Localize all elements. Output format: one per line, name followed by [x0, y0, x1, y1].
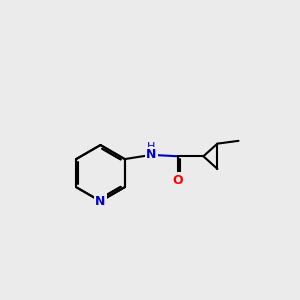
Text: N: N [95, 195, 106, 208]
Text: N: N [146, 148, 157, 161]
Text: H: H [147, 142, 156, 152]
Text: O: O [173, 174, 183, 187]
